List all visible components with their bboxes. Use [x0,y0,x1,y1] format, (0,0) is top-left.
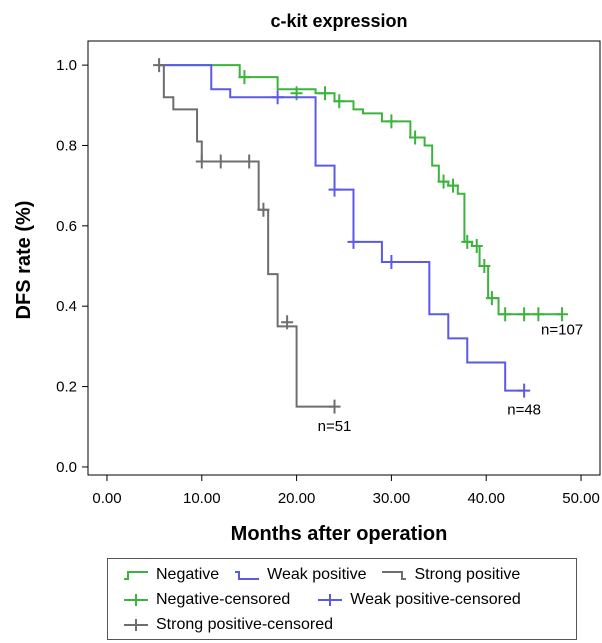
x-axis: 0.00 10.00 20.00 30.00 40.00 50.00 [92,475,600,507]
censor-mark-weak-positive [347,234,360,249]
y-tick-label: 1.0 [56,57,77,74]
legend-label-weak-positive: Weak positive [267,566,367,583]
censor-mark-strong-positive [281,315,294,330]
km-chart: c-kit expression 0.00 10.00 20.00 30.00 40.0… [13,11,601,545]
plot-area [87,40,601,476]
censor-mark-strong-positive [243,154,256,169]
y-tick-label: 0.4 [56,298,77,315]
censor-mark-strong-positive [195,154,208,169]
annotation-layer: n=107 n=48 n=51 [318,321,584,434]
censor-mark-negative [478,259,491,274]
censor-mark-negative [319,86,332,101]
y-tick-label: 0.8 [56,137,77,154]
censor-mark-strong-positive [257,202,270,217]
x-tick-label: 50.00 [562,490,600,507]
legend-item-negative-censored: Negative-censored [122,591,290,609]
y-tick-label: 0.2 [56,379,77,396]
censor-mark-negative [532,307,545,322]
censor-mark-negative [470,238,483,253]
censor-mark-negative [518,307,531,322]
series-line-strong-positive [159,64,335,408]
y-axis-label: DFS rate (%) [13,201,35,320]
legend: Negative Weak positive Strong positive N… [107,558,577,640]
legend-label-strong-positive: Strong positive [414,566,521,583]
chart-title: c-kit expression [270,11,407,31]
y-axis: 0.0 0.2 0.4 0.6 0.8 1.0 [56,57,88,476]
n-label: n=48 [507,402,541,419]
legend-swatch-weak-positive [235,571,260,580]
legend-row-lines: Negative Weak positive Strong positive [122,564,534,586]
n-label: n=107 [541,321,583,338]
legend-row-censored: Negative-censored Weak positive-censored [122,589,535,611]
censor-mark-weak-positive [518,383,531,398]
legend-swatch-strong-positive [382,571,407,580]
x-tick-label: 30.00 [373,490,411,507]
censor-mark-negative [556,307,569,322]
legend-item-weak-positive-censored: Weak positive-censored [316,591,521,609]
series-line-negative [159,64,563,316]
legend-label-negative: Negative [156,566,220,583]
y-tick-label: 0.0 [56,459,77,476]
x-axis-label: Months after operation [231,523,448,545]
x-tick-label: 20.00 [278,490,316,507]
legend-item-weak-positive: Weak positive [233,566,366,584]
legend-swatch-weak-positive-censored [318,594,343,606]
censor-mark-negative [447,178,460,193]
x-tick-label: 10.00 [183,490,221,507]
censor-mark-negative [437,174,450,189]
series-layer [153,58,569,414]
legend-label-weak-positive-censored: Weak positive-censored [350,591,521,608]
censor-mark-negative [238,70,251,85]
censor-mark-negative [461,234,474,249]
censor-mark-weak-positive [385,255,398,270]
x-tick-label: 0.00 [92,490,121,507]
legend-label-negative-censored: Negative-censored [156,591,291,608]
censor-mark-negative [385,114,398,129]
legend-item-strong-positive-censored: Strong positive-censored [122,616,333,634]
legend-swatch-negative-censored [124,594,148,606]
censor-mark-negative [485,291,498,306]
censor-mark-strong-positive [328,399,341,414]
legend-row-censored-2: Strong positive-censored [122,614,347,636]
n-label: n=51 [318,418,352,435]
legend-label-strong-positive-censored: Strong positive-censored [156,616,333,633]
series-line-weak-positive [159,64,525,392]
legend-item-strong-positive: Strong positive [380,566,520,584]
censor-mark-strong-positive [153,58,166,73]
x-tick-label: 40.00 [467,490,505,507]
censor-mark-weak-positive [271,90,284,105]
y-tick-label: 0.6 [56,218,77,235]
censor-mark-weak-positive [328,182,341,197]
censor-mark-negative [409,130,422,145]
censor-mark-strong-positive [214,154,227,169]
censor-mark-negative [333,94,346,109]
legend-item-negative: Negative [122,566,219,584]
legend-swatch-negative [124,571,148,580]
censor-mark-negative [499,307,512,322]
legend-swatch-strong-positive-censored [124,619,148,631]
